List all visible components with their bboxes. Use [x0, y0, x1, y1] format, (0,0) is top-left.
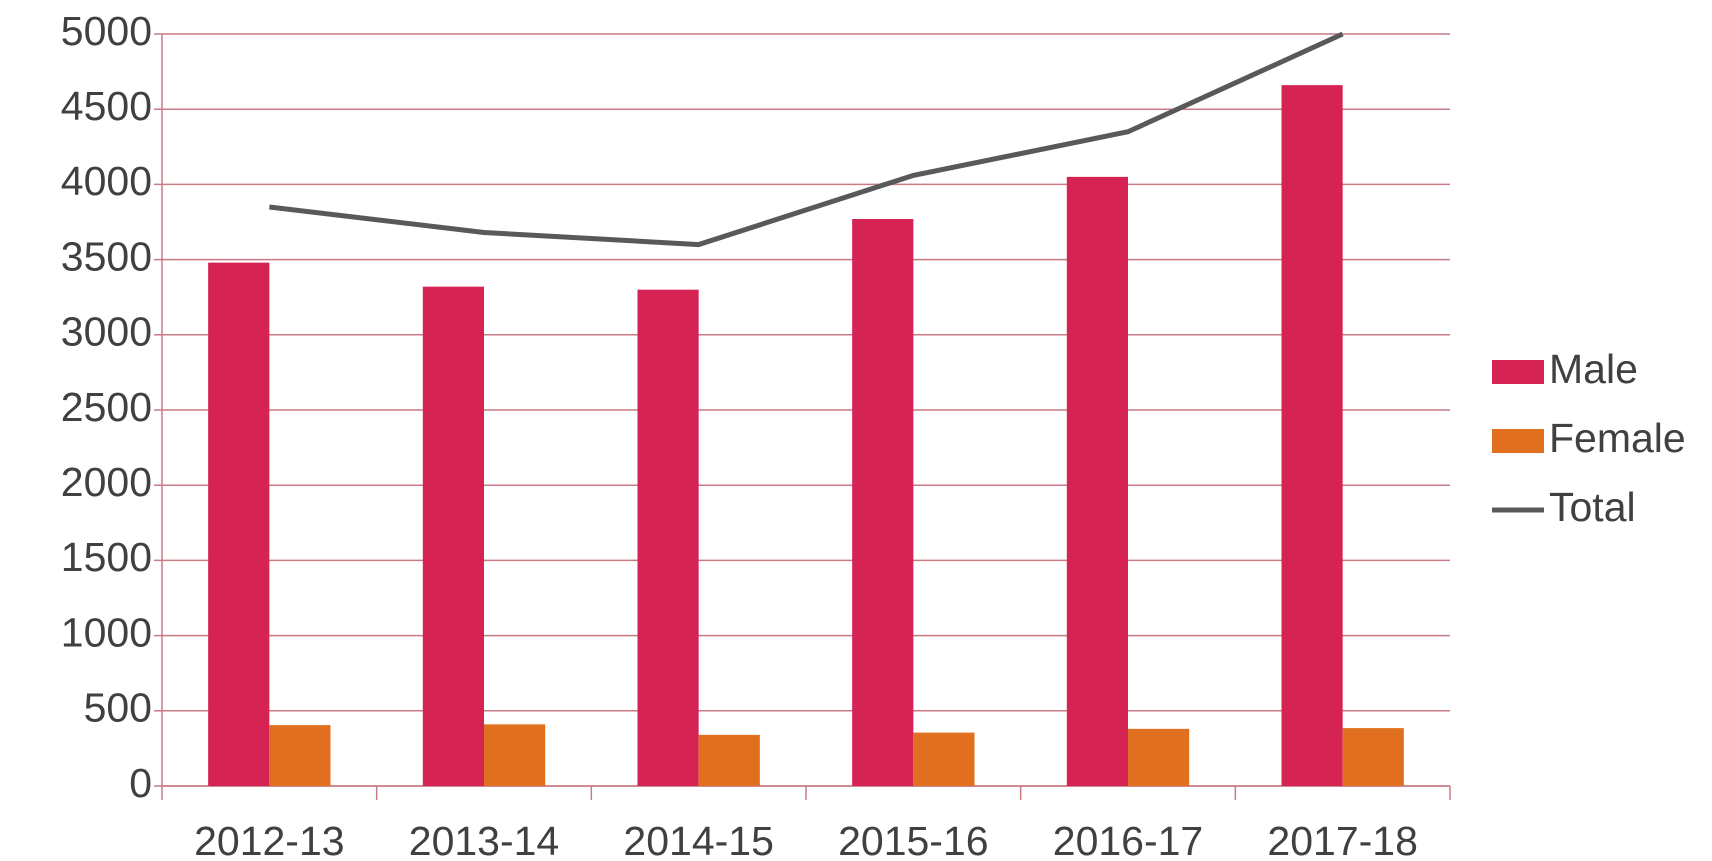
- y-tick-label: 3000: [61, 309, 152, 355]
- y-tick-label: 1000: [61, 609, 152, 655]
- bar: [208, 262, 270, 786]
- x-tick-label: 2013-14: [409, 818, 559, 861]
- y-tick-label: 3500: [61, 233, 152, 279]
- y-tick-label: 2000: [61, 459, 152, 505]
- y-tick-label: 2500: [61, 384, 152, 430]
- x-tick-label: 2015-16: [838, 818, 988, 861]
- legend-swatch: [1492, 429, 1544, 453]
- legend-label: Female: [1549, 415, 1686, 461]
- legend-label: Male: [1549, 346, 1638, 392]
- bar: [1128, 728, 1190, 786]
- legend-swatch: [1492, 360, 1544, 384]
- x-tick-label: 2014-15: [623, 818, 773, 861]
- x-tick-label: 2017-18: [1267, 818, 1417, 861]
- bar: [484, 724, 546, 786]
- y-tick-label: 5000: [61, 8, 152, 54]
- legend-label: Total: [1549, 484, 1636, 530]
- bar: [1342, 728, 1404, 786]
- y-tick-label: 4000: [61, 158, 152, 204]
- bar: [269, 725, 331, 786]
- bar: [422, 286, 484, 786]
- bar: [1066, 176, 1128, 786]
- bar: [698, 734, 760, 786]
- y-tick-label: 500: [84, 685, 152, 731]
- x-tick-label: 2016-17: [1053, 818, 1203, 861]
- y-tick-label: 1500: [61, 534, 152, 580]
- bar: [852, 218, 914, 786]
- x-tick-label: 2012-13: [194, 818, 344, 861]
- line: [269, 31, 1344, 248]
- bar: [637, 289, 699, 786]
- bar: [1281, 85, 1343, 787]
- y-tick-label: 0: [129, 760, 152, 806]
- y-tick-label: 4500: [61, 83, 152, 129]
- bar: [913, 732, 975, 786]
